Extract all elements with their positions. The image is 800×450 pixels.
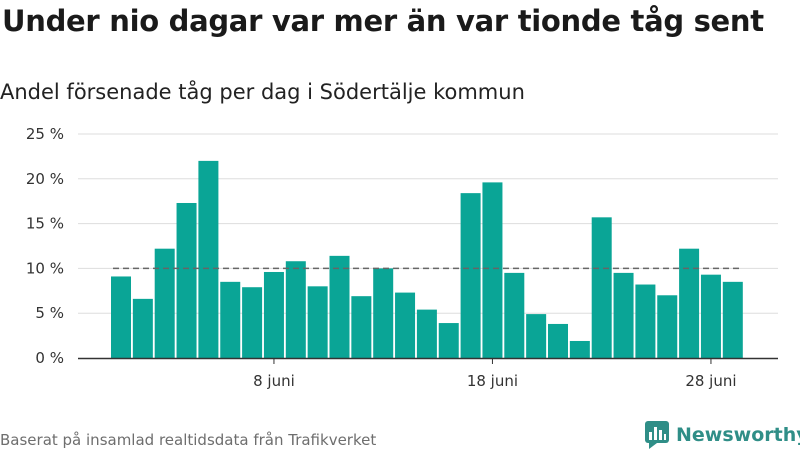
bar-chart-logo-icon xyxy=(645,421,669,449)
x-tick-label: 18 juni xyxy=(467,372,518,390)
bar xyxy=(351,296,372,358)
bar xyxy=(111,276,131,358)
newsworthy-logo[interactable]: Newsworthy xyxy=(645,421,800,449)
y-tick-label: 10 % xyxy=(26,259,64,277)
bar xyxy=(700,274,721,358)
y-tick-label: 20 % xyxy=(26,170,64,188)
bar xyxy=(416,309,437,358)
y-tick-label: 0 % xyxy=(35,349,64,367)
y-tick-label: 25 % xyxy=(26,125,64,143)
bar xyxy=(504,272,525,358)
bar-chart: 0 % 5 % 10 % 15 % 20 % 25 % 8 juni 18 juni 28 j… xyxy=(26,125,778,390)
bar xyxy=(569,340,590,358)
bar xyxy=(329,255,350,358)
bar xyxy=(154,248,175,358)
bar xyxy=(438,323,459,358)
bar xyxy=(722,281,743,358)
bar xyxy=(460,193,481,358)
source-note: Baserat på insamlad realtidsdata från Tr… xyxy=(0,431,377,449)
bar xyxy=(482,182,503,358)
chart-title: Under nio dagar var mer än var tionde tå… xyxy=(2,4,764,38)
bar xyxy=(395,292,416,358)
y-axis-labels: 0 % 5 % 10 % 15 % 20 % 25 % xyxy=(26,125,64,367)
brand-name: Newsworthy xyxy=(676,424,800,446)
y-tick-label: 5 % xyxy=(35,304,64,322)
bar xyxy=(635,284,656,358)
bar xyxy=(613,272,634,358)
bar xyxy=(526,314,547,358)
bars xyxy=(111,160,743,358)
bar xyxy=(548,323,568,358)
bar xyxy=(220,281,241,358)
y-tick-label: 15 % xyxy=(26,215,64,233)
bar xyxy=(132,298,153,358)
bar xyxy=(373,268,394,358)
bar xyxy=(263,271,284,358)
bar xyxy=(679,248,700,358)
x-tick-label: 8 juni xyxy=(253,372,295,390)
bar xyxy=(657,295,678,358)
bar xyxy=(198,160,219,358)
x-axis xyxy=(78,357,778,364)
bar xyxy=(591,217,612,358)
bar xyxy=(242,287,263,358)
chart-subtitle: Andel försenade tåg per dag i Södertälje… xyxy=(0,80,525,104)
bar xyxy=(176,202,197,358)
bar xyxy=(285,261,306,358)
x-axis-labels: 8 juni 18 juni 28 juni xyxy=(253,372,736,390)
x-tick-label: 28 juni xyxy=(685,372,736,390)
bar xyxy=(307,286,328,358)
